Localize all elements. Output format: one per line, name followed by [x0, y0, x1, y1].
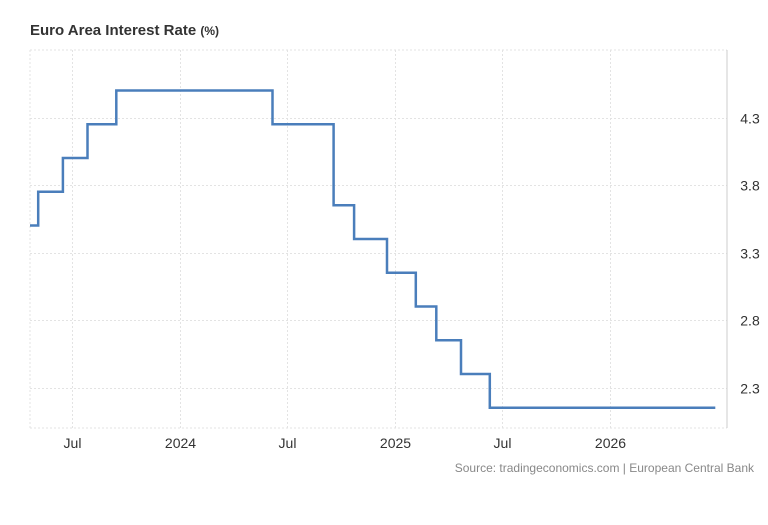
chart-title: Euro Area Interest Rate (%) [30, 22, 219, 39]
x-tick-label: 2025 [380, 435, 411, 451]
x-tick-labels: Jul 2024 Jul 2025 Jul 2026 [64, 435, 627, 451]
y-tick-labels: 2.3 2.8 3.3 3.8 4.3 [740, 111, 760, 397]
series-line [30, 89, 716, 410]
x-tick-label: Jul [279, 435, 297, 451]
grid-lines [29, 49, 727, 429]
y-tick-label: 3.3 [740, 246, 760, 262]
y-tick-label: 4.3 [740, 111, 760, 127]
series-layer [30, 89, 716, 410]
x-tick-label: Jul [494, 435, 512, 451]
x-tick-label: 2026 [595, 435, 626, 451]
source-note: Source: tradingeconomics.com | European … [454, 461, 754, 475]
chart-title-unit: (%) [200, 24, 220, 38]
y-tick-label: 2.3 [740, 381, 760, 397]
x-tick-label: 2024 [165, 435, 196, 451]
y-tick-label: 2.8 [740, 313, 760, 329]
x-tick-label: Jul [64, 435, 82, 451]
y-tick-label: 3.8 [740, 178, 760, 194]
chart-title-main: Euro Area Interest Rate [30, 22, 197, 39]
